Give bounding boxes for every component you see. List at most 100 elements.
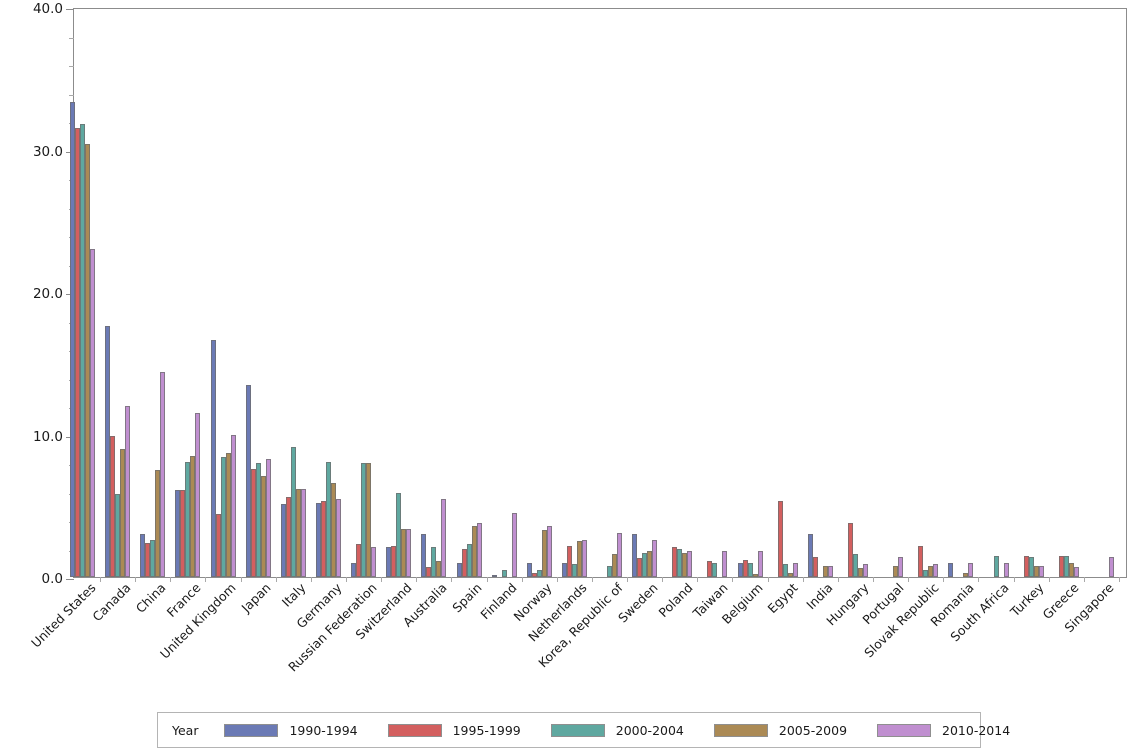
bar-group: [456, 9, 482, 577]
bar: [787, 572, 793, 577]
bar-group: [1089, 9, 1114, 577]
x-axis-tick-mark: [978, 577, 980, 582]
legend-entry[interactable]: 2000-2004: [550, 723, 684, 738]
bar-group: [561, 9, 587, 577]
x-axis-tick-label-text: Italy: [279, 580, 309, 610]
bar: [612, 554, 618, 577]
bar: [607, 565, 613, 577]
legend: Year 1990-1994 1995-1999 2000-2004 2005-200…: [157, 712, 1010, 748]
bar: [561, 562, 567, 577]
legend-color-swatch: [713, 723, 768, 737]
bar: [863, 564, 868, 577]
y-axis-tick-mark: [66, 436, 74, 438]
bar: [541, 529, 547, 577]
bar: [617, 532, 623, 577]
legend-entry[interactable]: 2005-2009: [713, 722, 848, 738]
x-axis-tick-mark: [310, 577, 312, 582]
bar: [968, 562, 974, 577]
bar: [436, 561, 442, 577]
bar: [356, 544, 362, 577]
bar: [536, 569, 542, 577]
bar-group: [316, 9, 341, 577]
y-axis-minor-tick: [69, 66, 74, 67]
bar: [682, 552, 688, 577]
bar: [898, 557, 904, 577]
legend-color-swatch: [387, 723, 442, 737]
bar: [792, 562, 798, 577]
bar: [757, 551, 763, 577]
bar: [747, 562, 753, 577]
bar: [647, 551, 653, 577]
y-axis-tick-label: 30.0: [32, 143, 63, 160]
bar: [827, 565, 833, 577]
bar: [1028, 557, 1034, 577]
bar-group: [632, 9, 658, 577]
bar-group: [597, 9, 623, 577]
bar: [1058, 555, 1064, 577]
bar: [853, 554, 858, 577]
bar: [441, 498, 447, 577]
bar: [566, 545, 572, 577]
bar: [321, 501, 326, 577]
legend-entry[interactable]: 1995-1999: [387, 722, 521, 738]
bar: [75, 128, 81, 577]
bar-group: [175, 9, 201, 577]
bar: [185, 461, 191, 577]
bar: [687, 551, 693, 577]
bar: [316, 502, 321, 577]
bar-group: [807, 9, 833, 577]
bar-group: [526, 9, 552, 577]
bar: [250, 468, 256, 577]
legend-entry[interactable]: 2010-2014: [877, 723, 1010, 738]
bar: [155, 470, 161, 577]
y-axis-tick-label: 20.0: [32, 286, 63, 302]
bar: [581, 539, 587, 577]
x-axis-tick-mark: [135, 577, 137, 582]
bar-group: [667, 9, 693, 577]
legend-entry-label: 2005-2009: [778, 722, 848, 738]
bar: [85, 143, 91, 577]
bar: [366, 463, 372, 577]
bar: [471, 525, 477, 577]
x-axis-tick-mark: [662, 577, 664, 582]
bar: [742, 559, 748, 577]
bar: [672, 547, 678, 577]
x-axis-tick-mark: [732, 577, 734, 582]
y-axis-minor-tick: [69, 94, 74, 96]
bar: [858, 568, 863, 577]
bar: [1003, 562, 1009, 577]
x-axis-tick-mark: [451, 577, 453, 582]
y-axis-tick-mark: [66, 9, 74, 10]
bar-group: [913, 9, 939, 577]
bar: [326, 461, 331, 577]
bar: [80, 123, 86, 577]
bar: [707, 561, 713, 577]
bar: [331, 482, 336, 577]
x-axis-tick-mark: [170, 577, 172, 582]
y-axis-tick-mark: [66, 579, 74, 580]
x-axis-tick-labels: United States Canada China France United Kin…: [28, 580, 1127, 700]
bar-group: [773, 9, 798, 577]
x-axis-tick-mark: [943, 577, 945, 582]
bar: [386, 547, 392, 577]
x-axis-tick-mark: [521, 577, 523, 582]
x-axis-tick-mark: [205, 577, 207, 582]
bar: [351, 562, 357, 577]
legend-entry[interactable]: 1990-1994: [224, 723, 358, 738]
y-axis-tick-mark: [66, 151, 74, 153]
bar: [476, 522, 482, 577]
x-axis-tick-mark: [240, 577, 242, 582]
bar: [963, 572, 969, 577]
legend-entry-label: 1995-1999: [452, 722, 521, 738]
bar: [637, 558, 643, 577]
bar-group: [737, 9, 763, 577]
bar: [782, 564, 788, 577]
bar: [426, 567, 432, 577]
bar-group: [386, 9, 412, 577]
legend-entry-label: 2010-2014: [942, 722, 1011, 738]
bar: [230, 434, 236, 577]
bar: [361, 463, 367, 577]
bar: [285, 497, 291, 577]
bar: [923, 569, 929, 577]
